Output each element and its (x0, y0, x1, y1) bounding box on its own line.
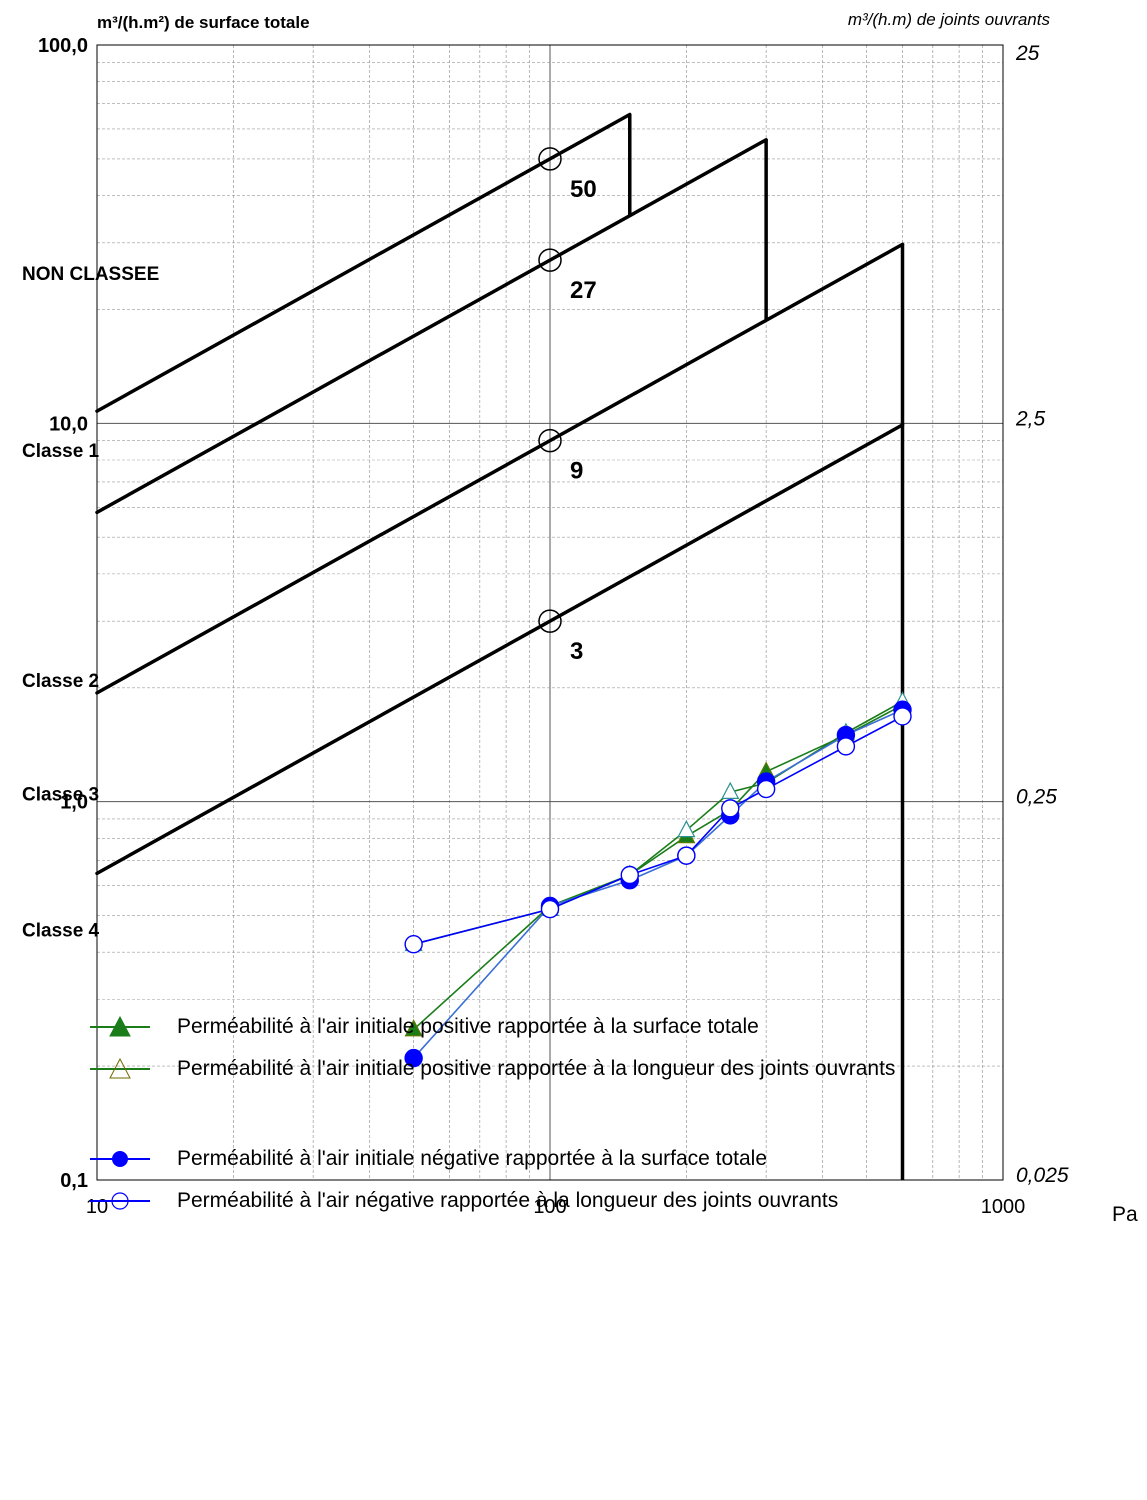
legend-item: Perméabilité à l'air initiale négative r… (85, 1138, 1125, 1180)
y-tick-label-left: 1,0 (60, 792, 88, 814)
grid (97, 45, 1003, 1180)
class-label: Classe 4 (22, 920, 100, 941)
legend-label: Perméabilité à l'air négative rapportée … (177, 1189, 839, 1212)
y-tick-label-right: 0,025 (1016, 1164, 1069, 1187)
reference-value-label: 50 (570, 176, 597, 203)
y-tick-label-left: 0,1 (60, 1170, 88, 1192)
reference-point-marker (538, 428, 562, 453)
data-point (721, 799, 740, 818)
class-label: Classe 1 (22, 441, 100, 462)
series-line (413, 708, 903, 1059)
reference-value-label: 27 (570, 277, 597, 304)
data-point (540, 899, 560, 919)
class-label: NON CLASSEE (22, 264, 159, 285)
data-point (721, 781, 740, 799)
series-line (413, 700, 903, 945)
legend-label: Perméabilité à l'air initiale positive r… (177, 1057, 896, 1080)
x-tick-label: 100 (533, 1196, 566, 1218)
data-point (404, 935, 423, 954)
legend-item: Perméabilité à l'air négative rapportée … (85, 1180, 1125, 1222)
class-label: Classe 3 (22, 785, 99, 806)
data-point (404, 1048, 423, 1068)
reference-line (95, 423, 905, 876)
y-tick-label-right: 2,5 (1015, 407, 1046, 430)
legend-label: Perméabilité à l'air initiale négative r… (177, 1147, 768, 1170)
reference-line (95, 242, 905, 695)
plot-area (96, 44, 1004, 1181)
y-tick-label-left: 10,0 (49, 413, 88, 435)
series (404, 691, 912, 952)
reference-line (95, 138, 768, 515)
legend-label: Perméabilité à l'air initiale positive r… (177, 1015, 759, 1038)
series (404, 707, 912, 954)
left-axis-title: m³/(h.m²) de surface totale (97, 13, 310, 32)
right-axis-title: m³/(h.m) de joints ouvrants (848, 10, 1051, 29)
y-tick-label-left: 100,0 (38, 35, 88, 57)
labels-group: m³/(h.m²) de surface totale m³/(h.m) de j… (22, 10, 1138, 1226)
legend-item: Perméabilité à l'air initiale positive r… (85, 1048, 1125, 1090)
y-tick-label-right: 0,25 (1016, 786, 1057, 809)
y-tick-label-right: 25 (1015, 42, 1040, 65)
data-point (677, 846, 696, 865)
data-point (893, 707, 912, 726)
circle-open-icon (90, 1192, 150, 1210)
reference-lines (95, 112, 905, 1180)
x-axis-label: Pa (1112, 1203, 1138, 1226)
data-point (756, 779, 776, 799)
data-point (677, 820, 696, 838)
triangle-filled-icon (90, 1015, 150, 1037)
permeability-chart: m³/(h.m²) de surface totale m³/(h.m) de j… (22, 10, 1138, 1226)
series-line (413, 715, 903, 945)
class-label: Classe 2 (22, 671, 99, 692)
triangle-open-icon (90, 1057, 150, 1079)
reference-value-label: 3 (570, 638, 583, 665)
reference-point-marker (538, 609, 562, 633)
circle-filled-icon (90, 1151, 150, 1167)
data-point (404, 1019, 423, 1037)
legend: Perméabilité à l'air initiale positive r… (85, 1006, 1125, 1222)
data-point (620, 865, 639, 885)
reference-point-marker (538, 248, 562, 272)
legend-item: Perméabilité à l'air initiale positive r… (85, 1006, 1125, 1048)
series-group (404, 691, 912, 1068)
reference-point-marker (538, 147, 562, 171)
reference-value-label: 9 (570, 458, 583, 485)
legend-spacer (85, 1090, 1125, 1138)
x-tick-label: 1000 (981, 1196, 1026, 1218)
data-point (836, 737, 856, 756)
